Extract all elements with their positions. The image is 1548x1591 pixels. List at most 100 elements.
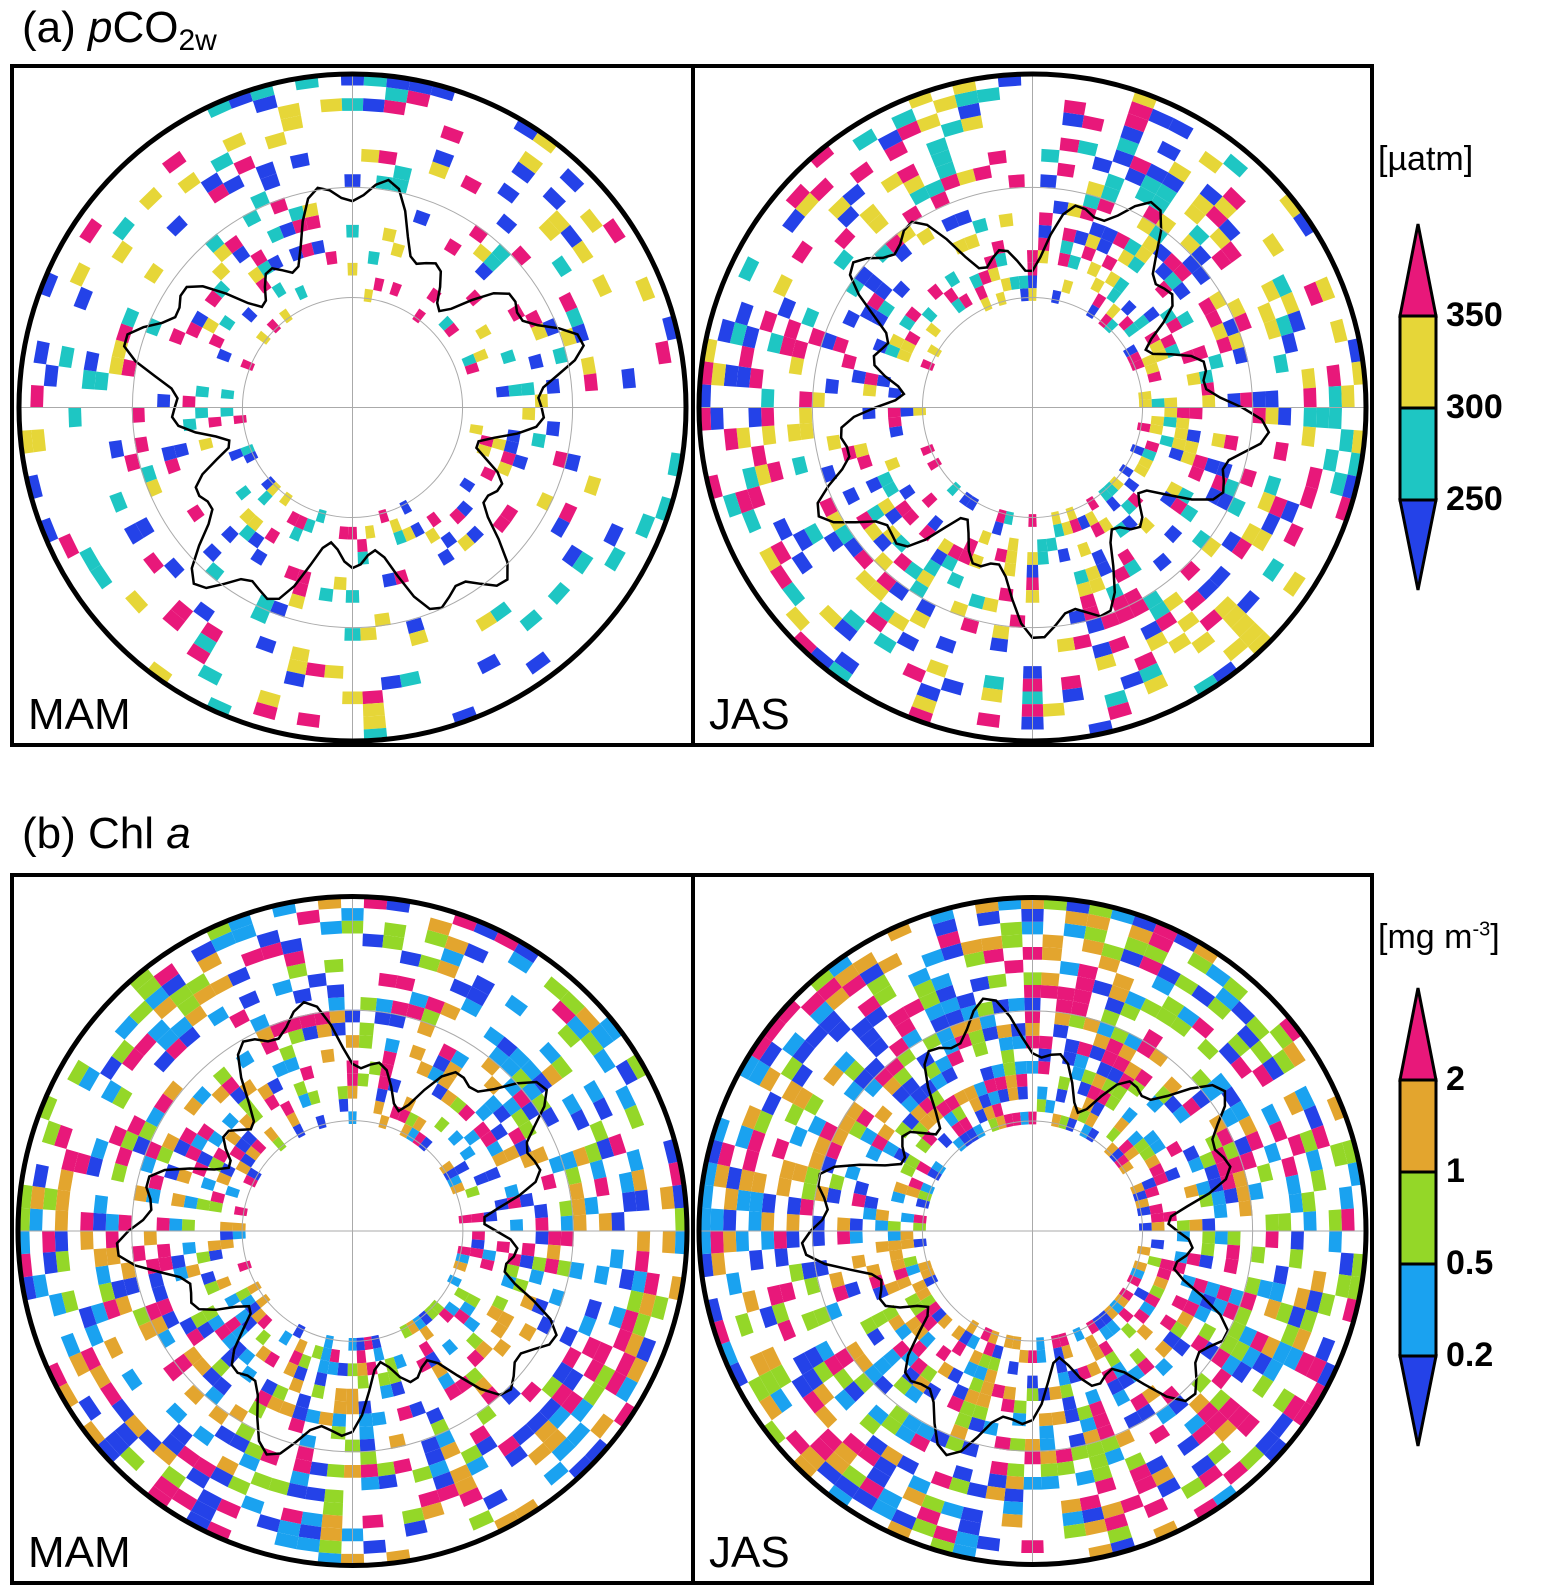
data-cell [857,995,881,1018]
data-cell [320,1347,332,1362]
data-cell [1214,1231,1228,1245]
data-cell [80,1212,94,1231]
data-cell [500,1274,517,1290]
data-cell [710,407,724,430]
data-cell [1055,1088,1068,1103]
data-cell [1109,476,1124,491]
data-cell [1124,1452,1146,1471]
data-cell [1197,1038,1219,1061]
data-cell [635,276,656,302]
data-cell [735,1231,750,1252]
data-cell [1183,1184,1199,1199]
data-cell [111,1039,135,1064]
data-cell [1060,674,1082,691]
data-cell [896,631,920,652]
data-cell [519,1293,537,1311]
data-cell [1281,332,1299,354]
data-cell [1222,604,1247,629]
data-cell [1227,1405,1251,1429]
data-cell [882,1076,902,1096]
data-cell [205,97,232,118]
data-cell [1288,1193,1304,1213]
data-cell [761,1193,777,1213]
data-cell [711,362,727,386]
data-cell [979,1380,995,1397]
data-cell [1273,441,1289,462]
colorbar-a-unit: [µatm] [1378,140,1474,178]
data-cell [503,440,519,455]
data-cell [873,552,894,572]
data-cell [584,1196,599,1215]
data-cell [1165,481,1183,498]
data-cell [965,1319,980,1335]
data-cell [1127,1130,1144,1147]
data-cell [207,1006,230,1027]
data-cell [511,161,536,184]
map-boundary [696,71,1369,743]
data-cell [320,98,343,113]
data-cell [200,1177,217,1191]
colorbar-b-band-1 [1398,1078,1438,1174]
data-cell [893,552,913,572]
data-cell [792,1087,814,1110]
data-cell [1037,551,1049,565]
data-cell [1209,227,1231,250]
data-cell [283,1056,300,1073]
data-cell [802,1390,825,1414]
data-cell [1081,1069,1097,1086]
data-cell [497,182,520,204]
data-cell [952,238,969,255]
data-cell [468,224,489,244]
data-cell [289,152,310,169]
data-cell [183,1195,199,1210]
data-cell [58,345,75,368]
data-cell [907,967,931,988]
data-cell [773,1231,787,1250]
data-cell [880,1445,904,1467]
data-cell [1303,407,1317,428]
map-b-mam: MAM [10,873,695,1585]
data-cell [1044,1099,1056,1114]
data-cell [723,1231,737,1253]
data-cell [940,996,961,1015]
data-cell [913,979,936,999]
data-cell [1191,1454,1216,1478]
data-cell [900,1231,914,1241]
data-cell [1082,1016,1101,1034]
data-cell [1238,1325,1258,1347]
data-cell [893,1267,909,1281]
data-cell [618,1171,635,1194]
data-cell [602,218,626,244]
data-cell [987,973,1007,989]
data-cell [318,1539,342,1554]
data-cell [1180,1274,1196,1290]
data-cell [1283,1346,1304,1371]
data-cell [213,1147,230,1163]
data-cell [393,1458,413,1475]
data-cell [161,1433,185,1456]
data-cell [849,1231,863,1244]
data-cell [193,984,217,1006]
data-cell [382,572,397,588]
data-cell [972,1404,989,1421]
data-cell [1099,1325,1114,1341]
data-cell [1092,293,1107,309]
data-cell [195,385,210,398]
data-cell [951,298,966,314]
data-cell [207,1130,225,1148]
data-cell [766,461,784,483]
data-cell [837,1217,851,1231]
data-cell [211,1358,230,1377]
data-cell [251,1307,267,1324]
data-cell [1216,336,1233,354]
data-cell [315,1114,327,1130]
data-cell [250,191,270,210]
data-cell [834,963,860,988]
data-cell [1038,1412,1053,1427]
data-cell [1100,612,1120,630]
data-cell [412,308,427,324]
data-cell [927,1106,944,1124]
data-cell [987,1473,1007,1489]
data-cell [295,1393,312,1409]
data-cell [48,1292,67,1317]
